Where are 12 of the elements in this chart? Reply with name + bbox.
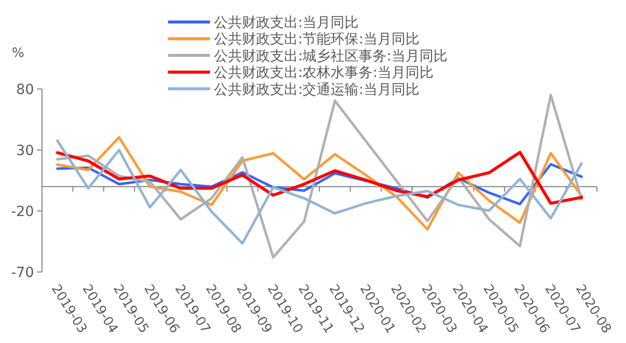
y-tick-label: -20 <box>11 204 34 220</box>
y-tick-label: 30 <box>16 143 34 159</box>
legend-label: 公共财政支出:交通运输:当月同比 <box>214 82 420 98</box>
y-axis-title: % <box>12 46 24 61</box>
line-series <box>56 150 584 205</box>
line-series <box>56 139 583 245</box>
legend-label: 公共财政支出:城乡社区事务:当月同比 <box>214 48 448 64</box>
y-tick-label: 80 <box>16 82 34 98</box>
legend-label: 公共财政支出:农林水事务:当月同比 <box>214 65 434 82</box>
legend-label: 公共财政支出:节能环保:当月同比 <box>214 32 420 48</box>
legend-label: 公共财政支出:当月同比 <box>214 15 359 31</box>
y-tick-label: -70 <box>11 265 34 281</box>
